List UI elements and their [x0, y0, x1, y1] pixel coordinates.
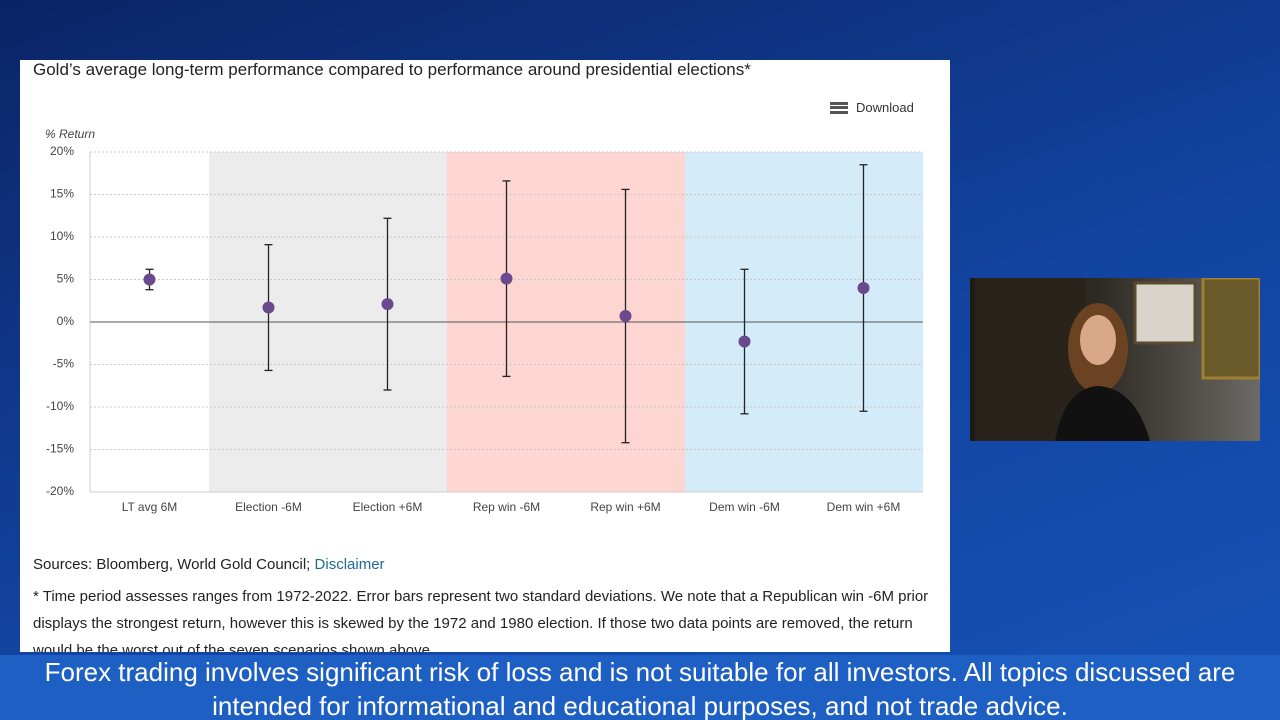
y-tick-label: 15% — [50, 187, 74, 201]
x-tick-label: Rep win +6M — [590, 500, 660, 514]
y-tick-label: 5% — [57, 272, 75, 286]
y-tick-label: 20% — [50, 144, 74, 158]
y-axis-label: % Return — [45, 127, 95, 141]
sources: Sources: Bloomberg, World Gold Council; … — [33, 556, 385, 573]
webcam-scene — [975, 278, 1260, 441]
x-tick-label: Election +6M — [353, 500, 423, 514]
y-tick-label: -10% — [46, 399, 74, 413]
y-tick-label: -5% — [53, 357, 75, 371]
webcam-video — [970, 278, 1260, 441]
y-tick-label: 10% — [50, 229, 74, 243]
disclaimer-banner: Forex trading involves significant risk … — [0, 655, 1280, 720]
article-panel: Gold’s average long-term performance com… — [20, 60, 950, 652]
sources-text: Sources: Bloomberg, World Gold Council; — [33, 556, 311, 573]
point — [619, 310, 632, 323]
face — [1080, 315, 1116, 365]
download-button[interactable]: Download — [830, 100, 914, 115]
chart: % Return -20% -15% -10% -5% 0% 5% 10% 15% 20% LT … — [45, 127, 923, 514]
chart-title: Gold’s average long-term performance com… — [33, 60, 751, 79]
footnote: * Time period assesses ranges from 1972-… — [33, 588, 929, 652]
download-label[interactable]: Download — [856, 100, 914, 115]
x-tick-label: Dem win -6M — [709, 500, 780, 514]
point — [857, 282, 870, 294]
disclaimer-link[interactable]: Disclaimer — [314, 556, 385, 573]
y-tick-label: -15% — [46, 442, 74, 456]
frame — [1133, 281, 1197, 345]
point — [143, 273, 156, 286]
point — [500, 272, 513, 285]
point — [262, 301, 275, 314]
x-tick-label: Rep win -6M — [473, 500, 540, 514]
x-tick-label: LT avg 6M — [122, 500, 178, 514]
painting — [1201, 278, 1260, 380]
point — [381, 298, 394, 311]
shirt — [1055, 386, 1150, 441]
x-tick-label: Dem win +6M — [827, 500, 901, 514]
x-tick-label: Election -6M — [235, 500, 302, 514]
point — [738, 335, 751, 348]
menu-icon[interactable] — [830, 101, 848, 114]
y-tick-label: 0% — [57, 314, 75, 328]
y-tick-label: -20% — [46, 484, 74, 498]
